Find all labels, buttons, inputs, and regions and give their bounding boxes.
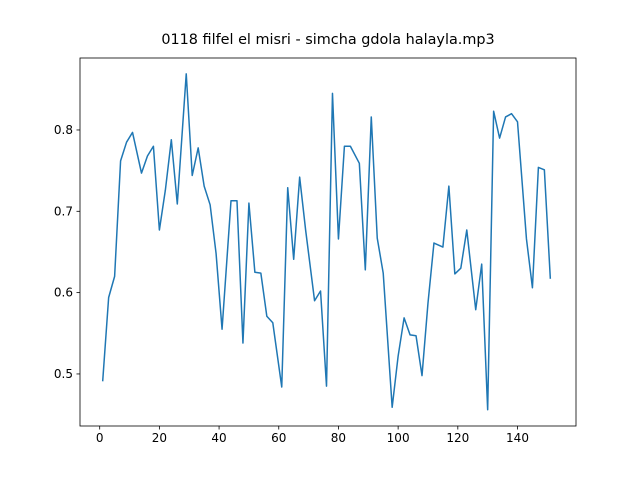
y-tick-label: 0.6 — [54, 286, 73, 300]
x-tick-label: 80 — [331, 431, 346, 445]
y-tick-label: 0.5 — [54, 367, 73, 381]
plot-frame — [79, 57, 577, 427]
x-tick-label: 140 — [506, 431, 529, 445]
y-tick-label: 0.7 — [54, 204, 73, 218]
x-tick-label: 60 — [271, 431, 286, 445]
x-tick-label: 100 — [387, 431, 410, 445]
chart-title: 0118 filfel el misri - simcha gdola hala… — [161, 32, 494, 48]
series-line — [101, 73, 552, 411]
x-tick-label: 20 — [152, 431, 167, 445]
x-tick-label: 0 — [96, 431, 104, 445]
y-tick-label: 0.8 — [54, 123, 73, 137]
x-tick-label: 120 — [446, 431, 469, 445]
x-tick-label: 40 — [211, 431, 226, 445]
